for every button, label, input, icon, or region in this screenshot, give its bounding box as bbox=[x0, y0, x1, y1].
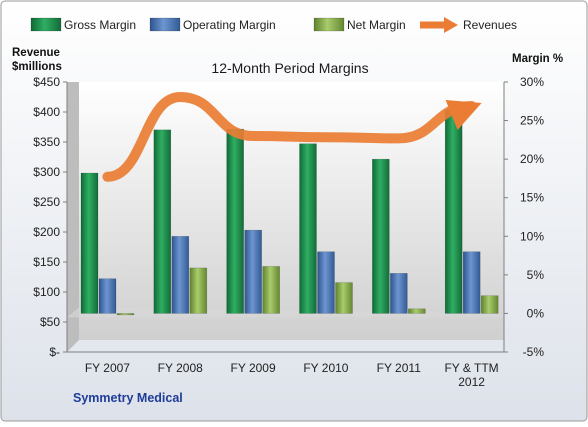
plot-side-wall bbox=[67, 82, 79, 352]
legend-swatch-operating-margin bbox=[149, 17, 181, 32]
legend-label-gross-margin: Gross Margin bbox=[64, 18, 136, 32]
right-axis-label: Margin % bbox=[512, 53, 563, 65]
bar-net-margin bbox=[189, 267, 208, 314]
right-tick-label: -5% bbox=[523, 345, 545, 359]
bar-operating-margin bbox=[317, 251, 335, 314]
bar-operating-margin bbox=[244, 229, 262, 314]
left-tick-label: $150 bbox=[33, 255, 60, 269]
left-tick-label: $350 bbox=[33, 135, 60, 149]
legend-swatch-gross-margin bbox=[30, 17, 62, 32]
bar-gross-margin bbox=[153, 129, 172, 314]
x-tick-label: FY 2010 bbox=[303, 361, 348, 375]
revenue-point bbox=[398, 137, 400, 139]
bar-net-margin bbox=[335, 282, 353, 314]
revenue-point bbox=[471, 105, 473, 107]
revenue-point bbox=[252, 135, 254, 137]
revenue-line-path bbox=[102, 92, 477, 182]
right-tick-label: 25% bbox=[520, 114, 544, 128]
x-axis: FY 2007 FY 2008 FY 2009 FY 2010 FY 2011 FY & … bbox=[67, 351, 504, 389]
left-axis: $- $50 $100 $150 $200 $250 $300 $350 $400 $450 bbox=[33, 75, 68, 359]
chart-title: 12-Month Period Margins bbox=[211, 60, 368, 76]
bar-gross-margin bbox=[80, 172, 99, 314]
left-tick-label: $100 bbox=[33, 285, 60, 299]
right-tick-label: 20% bbox=[520, 152, 544, 166]
revenue-line-arrowhead bbox=[445, 100, 482, 130]
bar-net-margin bbox=[262, 266, 280, 314]
left-tick-label: $250 bbox=[33, 195, 60, 209]
right-tick-label: 0% bbox=[527, 306, 545, 320]
x-tick-label: FY 2011 bbox=[377, 361, 422, 375]
left-tick-label: $- bbox=[49, 345, 60, 359]
legend-label-net-margin: Net Margin bbox=[347, 18, 406, 32]
left-axis-label-line2: $millions bbox=[12, 61, 62, 73]
bar-operating-margin bbox=[98, 278, 117, 314]
revenue-line bbox=[102, 92, 482, 182]
bar-gross-margin bbox=[226, 128, 244, 314]
company-label: Symmetry Medical bbox=[73, 391, 183, 405]
bar-net-margin bbox=[116, 313, 135, 316]
right-tick-label: 30% bbox=[520, 75, 544, 89]
x-tick-label: FY 2009 bbox=[231, 361, 276, 375]
x-tick-label: FY & TTM bbox=[444, 361, 498, 375]
bar-gross-margin bbox=[372, 158, 390, 314]
left-tick-label: $450 bbox=[33, 75, 60, 89]
legend-swatch-arrow bbox=[444, 17, 458, 33]
bar-gross-margin bbox=[444, 109, 463, 314]
right-tick-label: 10% bbox=[520, 229, 544, 243]
revenue-point bbox=[106, 176, 108, 178]
bars bbox=[80, 109, 499, 316]
bar-net-margin bbox=[480, 295, 499, 314]
legend: Gross Margin Operating Margin Net Margin Re… bbox=[30, 17, 517, 33]
revenue-point bbox=[179, 96, 181, 98]
bar-operating-margin bbox=[171, 236, 190, 314]
revenue-point bbox=[325, 136, 327, 138]
bar-net-margin bbox=[408, 308, 426, 314]
right-tick-label: 15% bbox=[520, 191, 544, 205]
x-tick-label: FY 2008 bbox=[158, 361, 203, 375]
left-tick-label: $200 bbox=[33, 225, 60, 239]
right-axis: -5% 0% 5% 10% 15% 20% 25% 30% bbox=[503, 75, 545, 359]
left-tick-label: $300 bbox=[33, 165, 60, 179]
bar-operating-margin bbox=[390, 273, 408, 314]
x-tick-label: 2012 bbox=[458, 375, 485, 389]
legend-label-operating-margin: Operating Margin bbox=[183, 18, 276, 32]
left-axis-label-line1: Revenue bbox=[12, 47, 60, 59]
right-tick-label: 5% bbox=[527, 268, 545, 282]
left-tick-label: $50 bbox=[40, 315, 60, 329]
x-tick-label: FY 2007 bbox=[85, 361, 130, 375]
bar-gross-margin bbox=[299, 143, 317, 314]
bar-operating-margin bbox=[462, 251, 481, 314]
left-tick-label: $400 bbox=[33, 105, 60, 119]
legend-label-revenues: Revenues bbox=[463, 18, 517, 32]
legend-swatch-net-margin bbox=[313, 17, 345, 32]
